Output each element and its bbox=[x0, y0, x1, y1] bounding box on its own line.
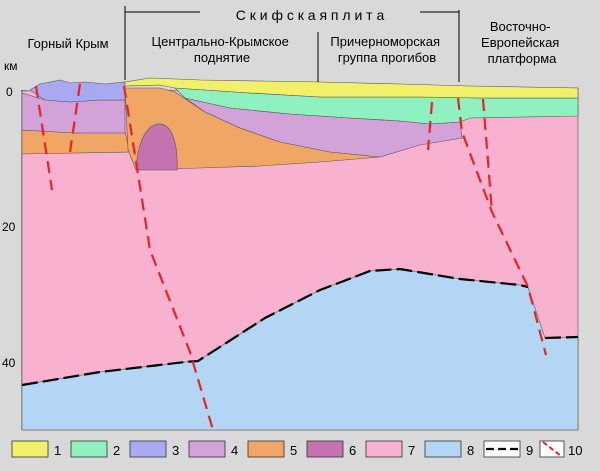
layer-5-gorny-lower bbox=[21, 129, 131, 155]
region-label-gorny-krym: Горный Крым bbox=[27, 36, 108, 51]
region-label-line: Европейская bbox=[481, 35, 559, 50]
legend-label: 3 bbox=[172, 443, 179, 458]
plate-title: С к и ф с к а я п л и т а bbox=[236, 7, 385, 23]
legend-label: 5 bbox=[290, 443, 297, 458]
depth-tick-label: 0 bbox=[6, 85, 13, 99]
legend-label: 1 bbox=[54, 443, 61, 458]
layer-6-intrusion bbox=[135, 123, 178, 171]
legend-swatch-3 bbox=[129, 440, 167, 458]
fault-line bbox=[34, 85, 54, 191]
region-label-line: Центрально-Крымское bbox=[151, 34, 288, 49]
region-label-line: Горный Крым bbox=[27, 36, 108, 51]
region-label-line: платформа bbox=[488, 51, 558, 66]
layer-3-gorny-top bbox=[29, 79, 126, 103]
legend: 1 2 3 4 5 6 7 8 9 10 bbox=[11, 440, 582, 458]
fault-line bbox=[426, 101, 434, 151]
fault-line bbox=[122, 85, 215, 431]
legend-swatch-7 bbox=[365, 440, 403, 458]
depth-tick-label: 40 bbox=[2, 356, 16, 370]
legend-fault-sample bbox=[542, 441, 562, 457]
region-label-black-sea-depressions: Причерноморская группа прогибов bbox=[330, 34, 443, 65]
moho-boundary bbox=[21, 267, 529, 387]
fault-line bbox=[456, 97, 548, 356]
region-label-line: Восточно- bbox=[490, 19, 551, 34]
region-label-line: Причерноморская bbox=[330, 34, 440, 49]
region-label-line: поднятие bbox=[194, 50, 250, 65]
legend-label: 8 bbox=[467, 443, 474, 458]
legend-label: 6 bbox=[349, 443, 356, 458]
legend-swatch-4 bbox=[188, 440, 226, 458]
layer-1-surface bbox=[124, 77, 579, 99]
legend-swatch-1 bbox=[11, 440, 49, 458]
legend-label: 10 bbox=[568, 443, 582, 458]
fault-line bbox=[68, 83, 82, 153]
legend-label: 2 bbox=[113, 443, 120, 458]
section-body bbox=[21, 77, 579, 431]
depth-tick-label: 20 bbox=[2, 220, 16, 234]
depth-axis-unit: км bbox=[4, 59, 18, 73]
legend-swatch-6 bbox=[306, 440, 344, 458]
legend-label: 4 bbox=[231, 443, 238, 458]
region-label-line: группа прогибов bbox=[338, 50, 436, 65]
region-label-east-european-platform: Восточно- Европейская платформа bbox=[481, 19, 563, 66]
legend-swatch-8 bbox=[424, 440, 462, 458]
legend-label: 9 bbox=[526, 443, 533, 458]
legend-swatch-5 bbox=[247, 440, 285, 458]
region-separators bbox=[124, 6, 460, 82]
region-label-central-crimean-uplift: Центрально-Крымское поднятие bbox=[151, 34, 292, 65]
moho-boundary bbox=[544, 335, 579, 340]
legend-label: 7 bbox=[408, 443, 415, 458]
faults bbox=[34, 83, 548, 431]
legend-swatch-2 bbox=[70, 440, 108, 458]
